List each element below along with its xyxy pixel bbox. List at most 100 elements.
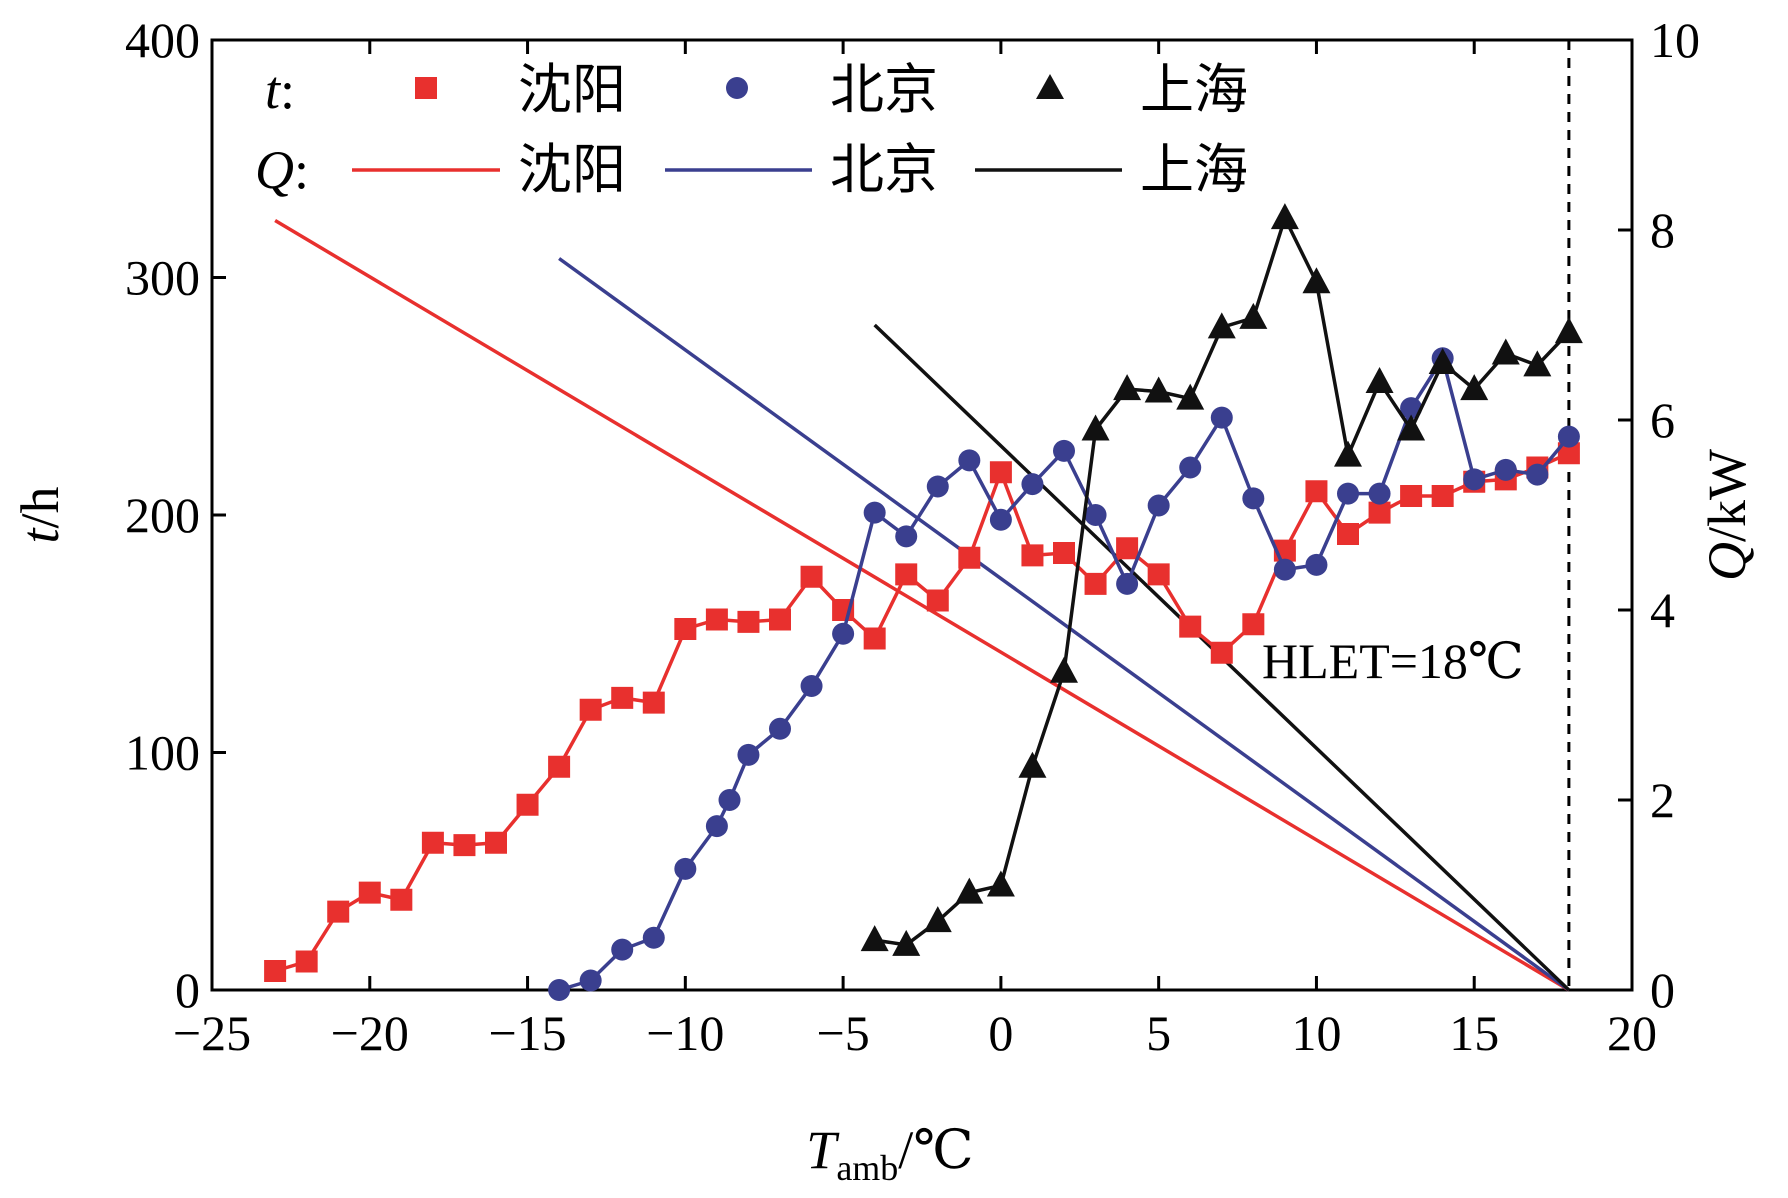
t-point-shenyang xyxy=(1053,542,1075,564)
t-point-shenyang xyxy=(264,960,287,982)
t-point-shanghai xyxy=(1176,383,1205,410)
t-point-shenyang xyxy=(1557,442,1580,465)
legend: t: Q: 沈阳 北京 上海 沈阳 北京 上海 xyxy=(255,58,1248,201)
y-right-tick-label: 6 xyxy=(1650,392,1675,448)
t-point-shenyang xyxy=(989,461,1012,484)
y-left-tick-label: 200 xyxy=(125,487,200,543)
t-point-shanghai xyxy=(1397,414,1426,441)
y-left-tick-label: 400 xyxy=(125,12,200,68)
t-point-shanghai xyxy=(1554,317,1583,344)
t-point-beijing xyxy=(895,525,918,548)
q-line-shenyang xyxy=(274,218,1570,992)
t-point-shenyang xyxy=(674,618,697,640)
t-point-shenyang xyxy=(895,563,918,586)
t-point-beijing xyxy=(1147,494,1170,517)
hlet-annotation: HLET=18℃ xyxy=(1262,633,1524,689)
t-point-shenyang xyxy=(926,589,949,612)
t-point-shanghai xyxy=(1523,350,1552,377)
y-right-tick-label: 10 xyxy=(1650,12,1700,68)
t-point-shanghai xyxy=(986,870,1015,897)
t-series-shenyang xyxy=(264,442,1580,982)
x-tick-label: 5 xyxy=(1146,1005,1171,1061)
t-point-beijing xyxy=(1053,439,1075,462)
legend-t-beijing-marker xyxy=(726,77,748,99)
t-point-shanghai xyxy=(1302,267,1331,294)
t-point-shenyang xyxy=(737,610,760,633)
t-point-beijing xyxy=(800,675,823,697)
t-point-shenyang xyxy=(390,888,413,911)
t-point-beijing xyxy=(705,815,728,838)
t-point-beijing xyxy=(1210,406,1233,429)
x-tick-label: 0 xyxy=(988,1005,1013,1061)
t-point-beijing xyxy=(1116,572,1139,595)
t-point-beijing xyxy=(1305,553,1328,576)
y-axis-left-title: t/h xyxy=(10,486,70,543)
t-point-shenyang xyxy=(863,627,886,650)
t-point-shenyang xyxy=(1084,572,1107,595)
t-point-beijing xyxy=(832,622,855,645)
t-point-shenyang xyxy=(1210,641,1233,664)
t-point-beijing xyxy=(1242,487,1265,510)
t-point-beijing xyxy=(1084,504,1107,526)
t-point-shenyang xyxy=(358,881,381,904)
y-left-tick-label: 0 xyxy=(175,962,200,1018)
t-point-shanghai xyxy=(1460,374,1489,401)
t-point-beijing xyxy=(989,508,1012,531)
legend-q-beijing-label: 北京 xyxy=(830,138,938,201)
t-point-shenyang xyxy=(421,831,444,854)
t-point-shanghai xyxy=(1491,338,1520,365)
y-right-tick-label: 8 xyxy=(1650,202,1675,258)
t-point-shenyang xyxy=(642,691,665,714)
t-point-beijing xyxy=(1400,397,1423,420)
x-axis-title: Tamb/℃ xyxy=(806,1120,973,1188)
t-point-shenyang xyxy=(1179,615,1202,638)
t-point-beijing xyxy=(718,789,741,811)
legend-t-shanghai-label: 上海 xyxy=(1140,58,1248,121)
t-point-shenyang xyxy=(1116,537,1139,560)
t-point-shanghai xyxy=(1018,751,1047,778)
legend-t-prefix: t: xyxy=(265,60,295,120)
y-right-tick-label: 4 xyxy=(1650,582,1675,638)
t-point-beijing xyxy=(1557,425,1580,448)
t-point-shanghai xyxy=(955,877,984,904)
q-series-lines xyxy=(274,218,1571,992)
x-tick-label: −20 xyxy=(331,1005,409,1061)
t-point-shenyang xyxy=(1400,485,1423,507)
legend-q-shanghai-label: 上海 xyxy=(1140,138,1248,201)
t-point-beijing xyxy=(926,475,949,498)
t-point-beijing xyxy=(548,979,571,1001)
t-point-beijing xyxy=(958,449,981,472)
t-series-lines xyxy=(264,203,1583,1001)
t-point-shenyang xyxy=(1242,613,1265,636)
t-point-shenyang xyxy=(611,686,634,709)
t-point-shenyang xyxy=(485,831,507,854)
t-point-beijing xyxy=(1179,456,1202,479)
y-right-tick-label: 2 xyxy=(1650,772,1675,828)
legend-t-shenyang-marker xyxy=(415,77,437,99)
x-tick-label: 10 xyxy=(1291,1005,1341,1061)
t-point-shanghai xyxy=(1239,302,1268,329)
t-point-beijing xyxy=(579,969,602,992)
t-point-beijing xyxy=(1526,463,1549,486)
t-point-beijing xyxy=(737,743,760,766)
t-point-beijing xyxy=(1273,558,1296,581)
t-point-shenyang xyxy=(579,698,602,721)
t-line-shenyang xyxy=(274,451,1570,973)
t-point-shenyang xyxy=(1021,544,1044,567)
t-point-shenyang xyxy=(705,608,728,631)
x-tick-label: −5 xyxy=(817,1005,870,1061)
legend-t-shenyang-label: 沈阳 xyxy=(518,58,626,121)
t-point-shanghai xyxy=(1270,203,1299,230)
t-point-beijing xyxy=(1021,473,1044,496)
t-point-beijing xyxy=(1337,482,1359,505)
y-right-tick-label: 0 xyxy=(1650,962,1675,1018)
t-point-beijing xyxy=(1463,468,1486,491)
t-point-shanghai xyxy=(1207,312,1236,339)
t-point-shenyang xyxy=(800,565,823,588)
t-point-shanghai xyxy=(1113,374,1142,401)
t-series-shanghai xyxy=(860,203,1583,956)
t-point-shanghai xyxy=(892,929,921,956)
t-point-shanghai xyxy=(860,925,889,952)
t-point-shenyang xyxy=(1147,563,1170,586)
